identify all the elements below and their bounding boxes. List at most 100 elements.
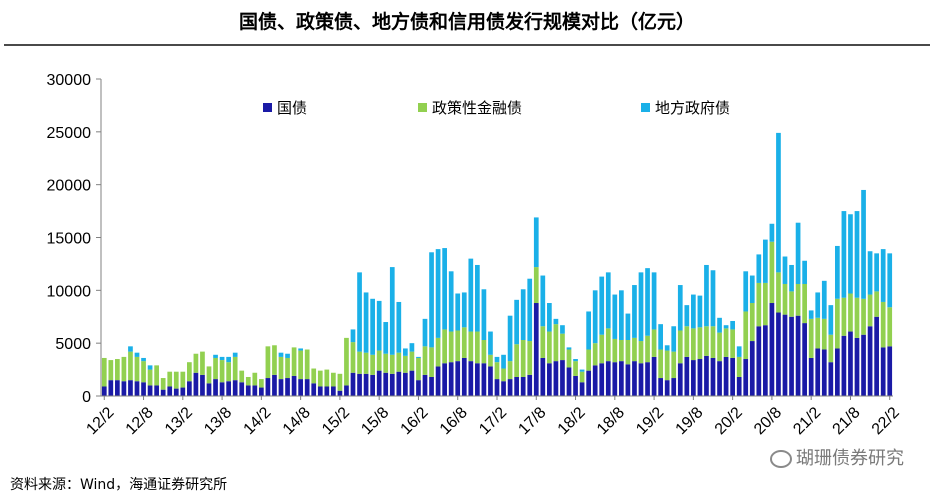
bar-difang-6 <box>141 357 146 362</box>
bar-guozhai-73 <box>579 382 585 396</box>
bar-zhengce-84 <box>651 329 657 357</box>
bar-guozhai-66 <box>533 303 539 396</box>
bar-difang-48 <box>416 356 421 358</box>
bar-difang-114 <box>848 214 853 294</box>
bar-guozhai-17 <box>213 379 218 396</box>
bar-zhengce-47 <box>409 351 415 371</box>
bar-guozhai-80 <box>625 364 631 396</box>
bar-difang-81 <box>632 285 637 338</box>
bar-zhengce-88 <box>677 330 683 364</box>
bar-guozhai-42 <box>376 370 382 396</box>
bar-zhengce-3 <box>121 356 127 382</box>
bar-guozhai-92 <box>704 355 709 396</box>
bar-zhengce-38 <box>350 342 356 373</box>
bar-guozhai-3 <box>121 381 127 396</box>
bar-guozhai-115 <box>854 337 860 396</box>
bar-guozhai-74 <box>586 370 591 396</box>
y-tick-label: 10000 <box>47 283 92 300</box>
bar-zhengce-106 <box>795 283 801 316</box>
legend-swatch-guozhai <box>263 103 272 112</box>
bar-difang-17 <box>213 354 218 358</box>
bar-difang-38 <box>350 329 356 343</box>
bar-guozhai-120 <box>887 346 893 396</box>
bar-guozhai-86 <box>664 380 670 396</box>
bar-guozhai-9 <box>160 389 166 396</box>
bar-guozhai-27 <box>278 379 284 396</box>
bar-zhengce-68 <box>547 331 552 364</box>
bar-zhengce-59 <box>488 354 493 367</box>
bar-zhengce-93 <box>710 326 716 358</box>
bar-guozhai-45 <box>396 371 402 396</box>
bar-difang-68 <box>547 303 552 332</box>
bar-difang-72 <box>573 359 578 362</box>
bar-zhengce-51 <box>435 337 441 367</box>
bar-zhengce-81 <box>632 337 637 362</box>
bar-guozhai-83 <box>645 362 650 396</box>
bar-difang-117 <box>867 251 873 295</box>
bar-zhengce-48 <box>416 357 421 381</box>
bar-zhengce-62 <box>507 361 513 380</box>
x-tick-label: 16/2 <box>398 404 432 438</box>
title-divider <box>4 44 930 46</box>
bar-guozhai-47 <box>409 370 415 396</box>
x-tick-label: 12/8 <box>123 404 157 438</box>
bar-difang-46 <box>403 348 408 356</box>
bar-zhengce-27 <box>278 356 284 380</box>
bar-difang-101 <box>763 239 768 283</box>
bar-zhengce-66 <box>533 267 539 304</box>
bar-guozhai-116 <box>861 334 866 396</box>
bar-guozhai-21 <box>239 382 245 396</box>
x-tick-label: 19/2 <box>633 404 667 438</box>
bar-difang-7 <box>147 365 153 370</box>
bar-zhengce-29 <box>291 347 297 376</box>
bar-zhengce-54 <box>455 330 461 362</box>
bar-guozhai-65 <box>527 374 533 396</box>
bar-guozhai-55 <box>461 357 467 396</box>
bar-guozhai-60 <box>494 379 500 396</box>
bar-difang-109 <box>815 292 821 318</box>
bar-zhengce-76 <box>599 334 605 364</box>
bar-guozhai-7 <box>147 385 153 396</box>
x-tick-label: 14/8 <box>280 404 314 438</box>
legend-swatch-zhengce <box>418 103 427 112</box>
bar-guozhai-101 <box>763 325 768 396</box>
bar-zhengce-82 <box>638 341 644 364</box>
bar-difang-84 <box>651 272 657 330</box>
bar-zhengce-41 <box>370 354 375 375</box>
bar-difang-83 <box>645 268 650 336</box>
bar-zhengce-33 <box>317 370 323 387</box>
bar-difang-100 <box>756 254 762 283</box>
y-tick-label: 30000 <box>47 72 92 89</box>
bar-guozhai-12 <box>180 387 186 396</box>
bar-guozhai-37 <box>344 385 349 396</box>
bar-zhengce-80 <box>625 340 631 365</box>
bar-zhengce-55 <box>461 327 467 358</box>
bar-zhengce-92 <box>704 326 709 356</box>
bar-zhengce-101 <box>763 282 768 326</box>
bar-zhengce-114 <box>848 293 853 332</box>
bar-guozhai-68 <box>547 363 552 396</box>
bar-guozhai-112 <box>835 348 840 396</box>
bar-guozhai-53 <box>448 362 454 396</box>
bar-difang-5 <box>134 352 140 357</box>
bar-difang-90 <box>691 294 696 329</box>
bar-zhengce-49 <box>422 346 428 375</box>
bar-difang-41 <box>370 298 375 355</box>
bar-guozhai-91 <box>697 359 703 396</box>
bar-zhengce-31 <box>304 349 310 380</box>
bar-difang-116 <box>861 189 866 299</box>
bar-difang-30 <box>298 348 303 351</box>
bar-guozhai-84 <box>651 356 657 396</box>
bar-guozhai-75 <box>592 365 598 396</box>
bar-zhengce-12 <box>180 371 186 388</box>
bar-guozhai-24 <box>259 387 264 396</box>
bar-zhengce-64 <box>520 340 526 377</box>
bar-difang-60 <box>494 356 500 363</box>
bar-difang-18 <box>219 356 225 361</box>
bar-zhengce-18 <box>219 360 225 383</box>
bar-difang-20 <box>232 352 238 357</box>
bar-difang-106 <box>795 222 801 284</box>
bar-guozhai-103 <box>776 312 781 396</box>
bar-difang-66 <box>533 217 539 268</box>
bar-difang-103 <box>776 132 781 273</box>
